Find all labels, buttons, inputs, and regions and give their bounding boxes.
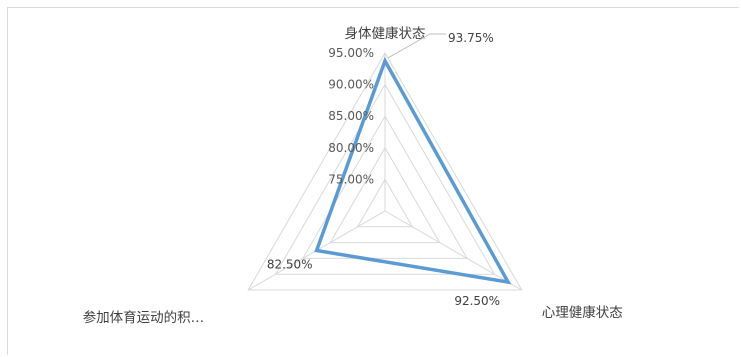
leader-line xyxy=(387,33,446,59)
grid-ring xyxy=(302,115,468,259)
data-label: 82.50% xyxy=(267,258,313,272)
radar-grid xyxy=(247,51,523,291)
data-labels: 93.75% 92.50% 82.50% xyxy=(267,31,500,308)
grid-spoke xyxy=(384,210,523,291)
category-label: 参加体育运动的积… xyxy=(83,309,205,326)
data-label: 93.75% xyxy=(448,31,494,45)
grid-ring xyxy=(356,178,414,228)
grid-ring xyxy=(329,146,441,244)
chart-area xyxy=(7,7,739,355)
grid-ring xyxy=(274,83,496,275)
radial-tick-label: 80.00% xyxy=(328,141,374,155)
radial-tick-label: 85.00% xyxy=(328,109,374,123)
radial-tick-labels: 75.00% 80.00% 85.00% 90.00% 95.00% xyxy=(328,46,374,186)
category-label: 身体健康状态 xyxy=(345,25,426,42)
data-label: 92.50% xyxy=(454,294,500,308)
grid-ring xyxy=(247,51,523,291)
radial-tick-label: 95.00% xyxy=(328,46,374,60)
category-label: 心理健康状态 xyxy=(542,304,623,321)
radial-tick-label: 90.00% xyxy=(328,78,374,92)
series-line xyxy=(314,56,512,285)
radial-tick-label: 75.00% xyxy=(328,172,374,186)
radar-series xyxy=(314,56,512,285)
